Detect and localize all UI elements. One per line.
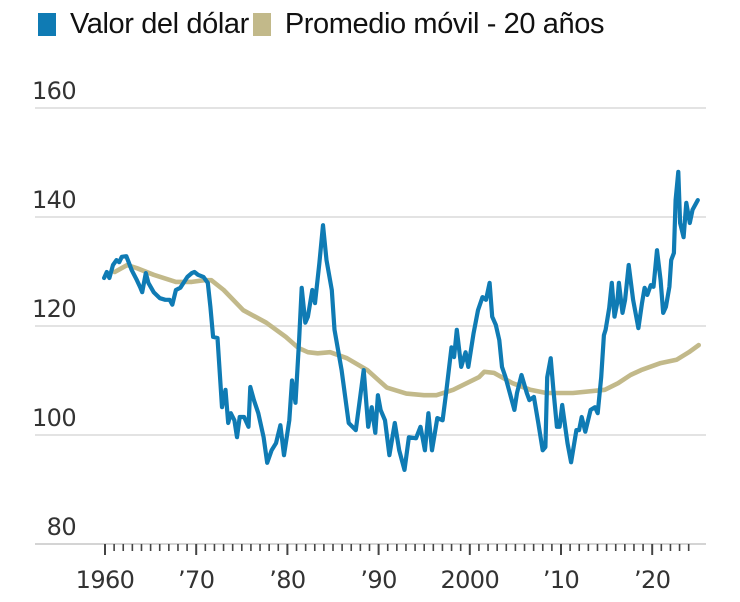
legend-item-dollar-value: Valor del dólar	[38, 8, 249, 41]
y-tick-label: 100	[32, 404, 76, 432]
legend-label-dollar-value: Valor del dólar	[70, 7, 249, 40]
y-tick-label: 120	[32, 295, 76, 323]
series-line-dollar-value	[101, 169, 700, 472]
y-tick-label: 160	[32, 77, 76, 105]
y-tick-label: 140	[32, 186, 76, 214]
x-tick-label: ’90	[360, 566, 396, 594]
x-tick-label: 2000	[440, 566, 499, 594]
x-tick-label: 1960	[76, 566, 135, 594]
chart-legend: Valor del dólar Promedio móvil - 20 años	[38, 4, 604, 44]
legend-swatch-dollar-value	[38, 12, 56, 36]
legend-swatch-moving-average	[252, 12, 271, 36]
legend-label-moving-average: Promedio móvil - 20 años	[284, 7, 605, 40]
x-tick-label: ’70	[178, 566, 214, 594]
x-tick-label: ’20	[634, 566, 670, 594]
gridlines	[35, 107, 706, 545]
x-tick-label: ’10	[543, 566, 579, 594]
x-axis: 1960 ’70 ’80 ’90 2000 ’10 ’20	[76, 544, 690, 594]
legend-item-moving-average: Promedio móvil - 20 años	[252, 7, 605, 41]
y-tick-label: 80	[47, 513, 76, 541]
y-axis-tick-labels: 80 100 120 140 160	[32, 77, 77, 541]
x-tick-label: ’80	[269, 566, 305, 594]
series-lines	[101, 169, 702, 472]
